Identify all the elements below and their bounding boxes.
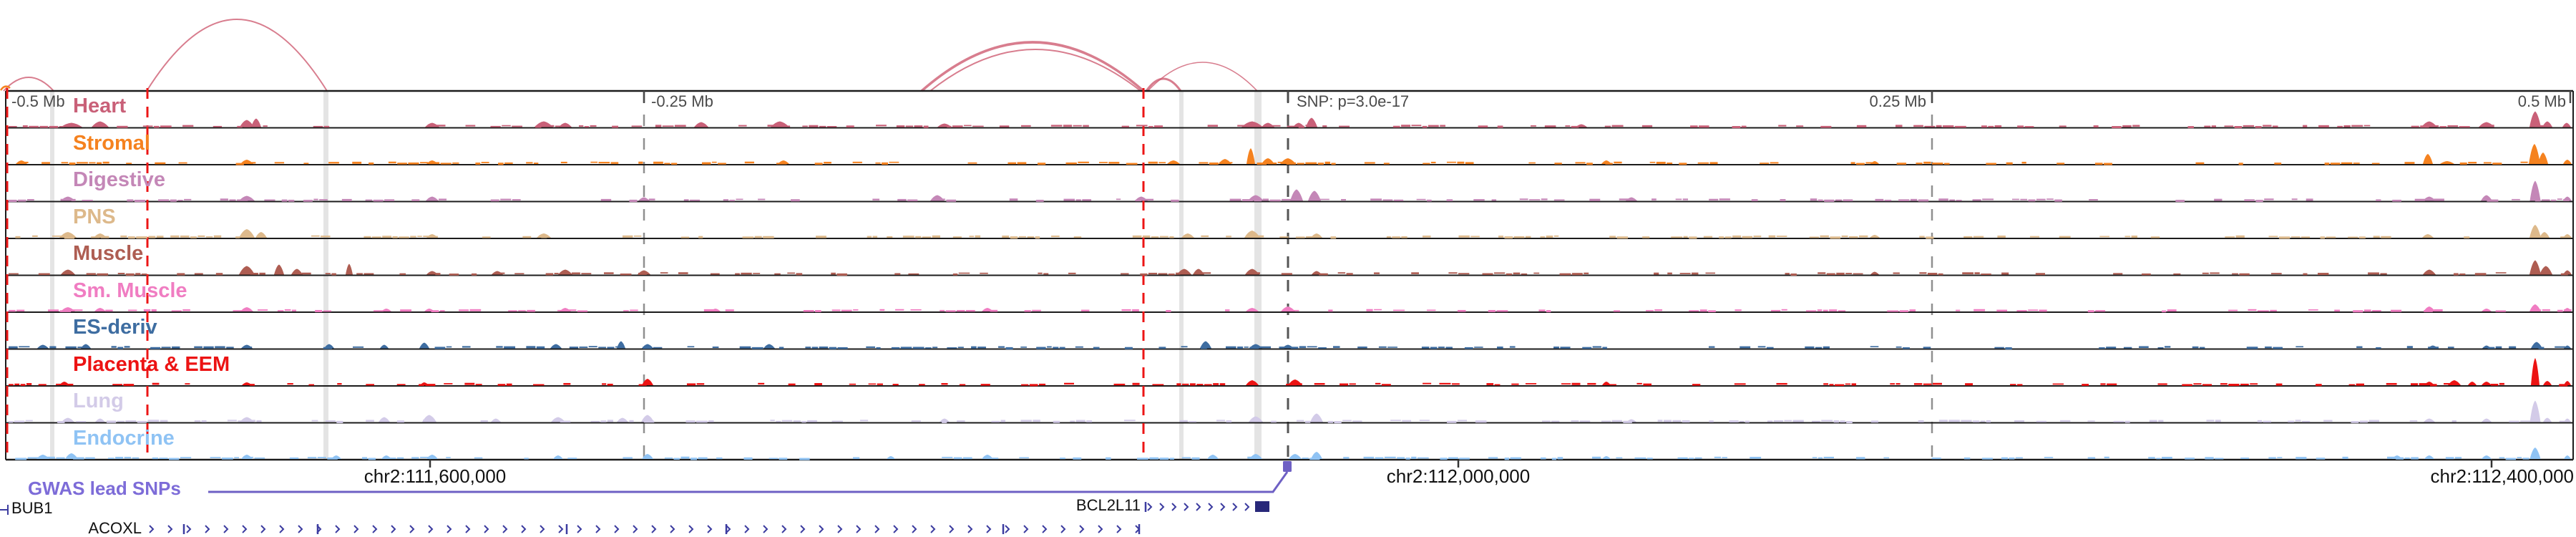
axis-top-label-plus-0-25mb: 0.25 Mb <box>1869 92 1927 110</box>
track-label-digestive: Digestive <box>73 168 165 191</box>
track-label-sm-muscle: Sm. Muscle <box>73 279 187 302</box>
track-label-muscle: Muscle <box>73 242 144 265</box>
axis-top-label-plus-0-5mb: 0.5 Mb <box>2517 92 2566 110</box>
track-label-es-deriv: ES-deriv <box>73 316 157 339</box>
axis-top-label-minus-0-5mb: -0.5 Mb <box>11 92 65 110</box>
gwas-lead-snps-label: GWAS lead SNPs <box>28 478 181 499</box>
coord-label-111600000: chr2:111,600,000 <box>364 465 507 487</box>
track-label-endocrine: Endocrine <box>73 426 175 450</box>
snp-pvalue-label: SNP: p=3.0e-17 <box>1297 92 1410 110</box>
track-label-placenta-eem: Placenta & EEM <box>73 352 230 376</box>
axis-top-label-minus-0-25mb: -0.25 Mb <box>651 92 713 110</box>
coord-label-112400000: chr2:112,400,000 <box>2430 465 2574 487</box>
coord-label-112000000: chr2:112,000,000 <box>1386 465 1531 487</box>
gene-label-bcl2l11: BCL2L11 <box>1075 496 1141 514</box>
track-label-pns: PNS <box>73 205 116 228</box>
gene-label-bub1: BUB1 <box>11 499 53 517</box>
track-label-heart: Heart <box>73 95 127 117</box>
gene-label-acoxl: ACOXL <box>88 519 142 537</box>
track-label-stromal: Stromal <box>73 131 150 155</box>
track-label-lung: Lung <box>73 390 124 412</box>
